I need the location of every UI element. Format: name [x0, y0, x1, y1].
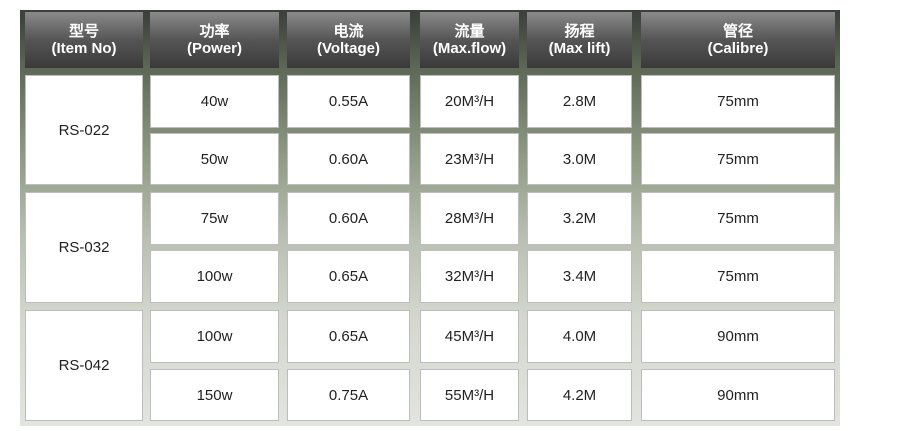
cell-value: 0.60A [328, 210, 369, 227]
model-cell: RS-022 [25, 75, 143, 185]
header-en: (Max lift) [548, 40, 611, 57]
header-zh: 管径 [722, 23, 753, 40]
cell-value: 75mm [717, 150, 759, 168]
cell-value: 40w [200, 93, 229, 110]
data-cell: 3.2M [527, 192, 632, 245]
cell-value: 0.65A [328, 268, 369, 285]
cell-value: 100w [196, 328, 233, 345]
cell-value: 150w [196, 386, 233, 404]
header-zh: 扬程 [564, 23, 595, 40]
header-zh: 功率 [199, 23, 230, 40]
header-cell: 管径 (Calibre) [641, 12, 835, 68]
model-cell: RS-032 [25, 192, 143, 303]
cell-value: 75mm [717, 268, 759, 285]
header-en: (Max.flow) [432, 40, 507, 57]
data-cell: 23M³/H [420, 133, 519, 185]
data-cell: 28M³/H [420, 192, 519, 245]
header-en: (Power) [186, 40, 242, 57]
data-cell: 100w [150, 310, 279, 363]
data-cell: 0.55A [287, 75, 410, 128]
cell-value: 50w [200, 150, 229, 168]
cell-value: 45M³/H [444, 328, 495, 345]
data-cell: 0.65A [287, 250, 410, 303]
data-cell: 20M³/H [420, 75, 519, 128]
cell-value: 20M³/H [444, 93, 495, 110]
model: RS-032 [58, 239, 110, 256]
data-cell: 100w [150, 250, 279, 303]
data-cell: 45M³/H [420, 310, 519, 363]
data-cell: 55M³/H [420, 369, 519, 421]
data-cell: 75mm [641, 75, 835, 128]
model-cell: RS-042 [25, 310, 143, 421]
data-cell: 4.2M [527, 369, 632, 421]
header-en: (Item No) [51, 40, 117, 57]
data-cell: 0.75A [287, 369, 410, 421]
data-cell: 4.0M [527, 310, 632, 363]
model: RS-022 [58, 121, 110, 139]
cell-value: 23M³/H [444, 150, 495, 168]
data-cell: 75mm [641, 133, 835, 185]
cell-value: 75w [200, 210, 229, 227]
cell-value: 32M³/H [444, 268, 495, 285]
cell-value: 75mm [717, 210, 759, 227]
header-cell: 扬程 (Max lift) [527, 12, 632, 68]
cell-value: 0.55A [328, 93, 369, 110]
model: RS-042 [58, 357, 110, 374]
header-en: (Voltage) [316, 40, 381, 57]
data-cell: 75mm [641, 250, 835, 303]
cell-value: 0.75A [328, 386, 369, 404]
data-cell: 2.8M [527, 75, 632, 128]
data-cell: 90mm [641, 369, 835, 421]
header-zh: 型号 [68, 23, 99, 40]
cell-value: 4.2M [562, 386, 597, 404]
header-cell: 电流 (Voltage) [287, 12, 410, 68]
cell-value: 75mm [717, 93, 759, 110]
cell-value: 3.4M [562, 268, 597, 285]
data-cell: 150w [150, 369, 279, 421]
cell-value: 3.2M [562, 210, 597, 227]
data-cell: 40w [150, 75, 279, 128]
data-cell: 75w [150, 192, 279, 245]
data-cell: 90mm [641, 310, 835, 363]
data-cell: 3.4M [527, 250, 632, 303]
cell-value: 55M³/H [444, 386, 495, 404]
data-cell: 0.60A [287, 192, 410, 245]
data-cell: 0.60A [287, 133, 410, 185]
data-cell: 3.0M [527, 133, 632, 185]
data-cell: 75mm [641, 192, 835, 245]
header-zh: 流量 [454, 23, 485, 40]
cell-value: 3.0M [562, 150, 597, 168]
data-cell: 50w [150, 133, 279, 185]
cell-value: 90mm [717, 386, 759, 404]
header-cell: 功率 (Power) [150, 12, 279, 68]
data-cell: 0.65A [287, 310, 410, 363]
header-cell: 型号 (Item No) [25, 12, 143, 68]
data-cell: 32M³/H [420, 250, 519, 303]
cell-value: 28M³/H [444, 210, 495, 227]
cell-value: 0.60A [328, 150, 369, 168]
header-zh: 电流 [333, 23, 364, 40]
cell-value: 100w [196, 268, 233, 285]
header-cell: 流量 (Max.flow) [420, 12, 519, 68]
cell-value: 0.65A [328, 328, 369, 345]
header-en: (Calibre) [707, 40, 769, 57]
cell-value: 2.8M [562, 93, 597, 110]
cell-value: 4.0M [562, 328, 597, 345]
cell-value: 90mm [717, 328, 759, 345]
